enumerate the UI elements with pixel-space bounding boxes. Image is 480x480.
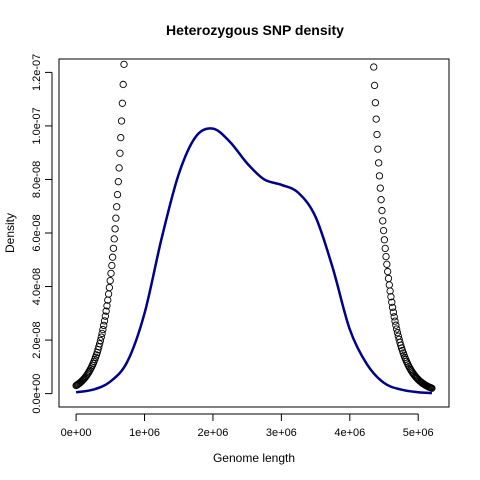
- y-tick-label: 8.0e-08: [31, 161, 43, 198]
- snp-point: [384, 274, 393, 283]
- snp-point: [111, 225, 119, 233]
- y-tick-label: 0.0e+00: [31, 374, 43, 414]
- snp-point: [118, 99, 127, 107]
- snp-point: [100, 317, 109, 325]
- snp-point: [393, 329, 402, 337]
- x-axis: 0e+00 1e+06 2e+06 3e+06 4e+06 5e+06: [61, 413, 434, 439]
- snp-point: [96, 336, 105, 345]
- plot-frame: [58, 58, 450, 408]
- snp-point: [98, 329, 106, 338]
- snp-point: [374, 159, 383, 167]
- snp-point: [113, 190, 122, 199]
- y-axis-label: Density: [3, 213, 17, 253]
- x-tick-label: 4e+06: [334, 427, 365, 439]
- snp-point: [372, 115, 380, 123]
- snp-point: [391, 317, 399, 325]
- snp-point: [388, 298, 396, 306]
- snp-point: [370, 81, 379, 90]
- snp-point: [392, 321, 400, 329]
- snp-point: [379, 217, 387, 225]
- snp-point: [99, 325, 107, 334]
- snp-point: [371, 99, 380, 107]
- snp-point: [112, 214, 120, 222]
- snp-point: [382, 252, 390, 261]
- density-curve: [75, 127, 432, 395]
- snp-point: [387, 293, 395, 301]
- snp-point: [386, 287, 394, 295]
- snp-point: [117, 133, 125, 142]
- snp-point: [381, 244, 389, 253]
- snp-point: [390, 313, 398, 321]
- y-axis: 0.0e+00 2.0e-08 4.0e-08 6.0e-08 8.0e-08 1.0e-…: [31, 54, 53, 414]
- snp-point: [388, 303, 397, 312]
- snp-point: [119, 80, 127, 89]
- snp-point: [104, 290, 113, 298]
- x-tick-label: 1e+06: [129, 427, 160, 439]
- y-tick-label: 6.0e-08: [31, 214, 43, 251]
- snp-point: [114, 178, 122, 186]
- snp-point: [379, 226, 388, 235]
- y-tick-label: 4.0e-08: [31, 268, 43, 305]
- snp-points: [72, 60, 436, 392]
- snp-point: [375, 172, 384, 180]
- x-tick-label: 3e+06: [266, 427, 297, 439]
- snp-point: [428, 384, 436, 392]
- y-tick-label: 2.0e-08: [31, 321, 43, 358]
- snp-point: [374, 145, 382, 153]
- snp-point: [115, 164, 123, 172]
- snp-point: [105, 283, 114, 292]
- y-tick-label: 1.2e-07: [31, 54, 43, 91]
- snp-point: [380, 236, 389, 244]
- snp-point: [110, 235, 118, 243]
- snp-point: [377, 196, 385, 204]
- snp-point: [116, 149, 124, 157]
- snp-point: [96, 340, 104, 348]
- snp-point: [385, 281, 393, 289]
- snp-point: [120, 60, 128, 68]
- x-axis-label: Genome length: [213, 451, 295, 465]
- snp-point: [109, 244, 118, 252]
- snp-point: [106, 277, 114, 285]
- snp-point: [97, 333, 105, 341]
- x-tick-label: 5e+06: [403, 427, 434, 439]
- snp-point: [389, 308, 398, 316]
- snp-point: [103, 302, 111, 310]
- snp-point: [102, 307, 110, 315]
- snp-point: [117, 117, 126, 125]
- snp-point: [108, 253, 117, 261]
- y-tick-label: 1.0e-07: [31, 107, 43, 144]
- x-tick-label: 0e+00: [61, 427, 92, 439]
- snp-point: [378, 206, 386, 215]
- snp-point: [383, 260, 391, 268]
- x-tick-label: 2e+06: [197, 427, 228, 439]
- snp-point: [113, 203, 121, 211]
- snp-point: [384, 267, 392, 276]
- snp-point: [108, 261, 116, 270]
- snp-point: [107, 269, 115, 277]
- snp-point: [393, 325, 401, 333]
- chart-title: Heterozygous SNP density: [166, 22, 344, 38]
- snp-point: [100, 321, 108, 330]
- snp-point: [373, 130, 381, 139]
- snp-point: [101, 312, 109, 320]
- snp-point: [370, 63, 378, 71]
- snp-point: [376, 184, 384, 192]
